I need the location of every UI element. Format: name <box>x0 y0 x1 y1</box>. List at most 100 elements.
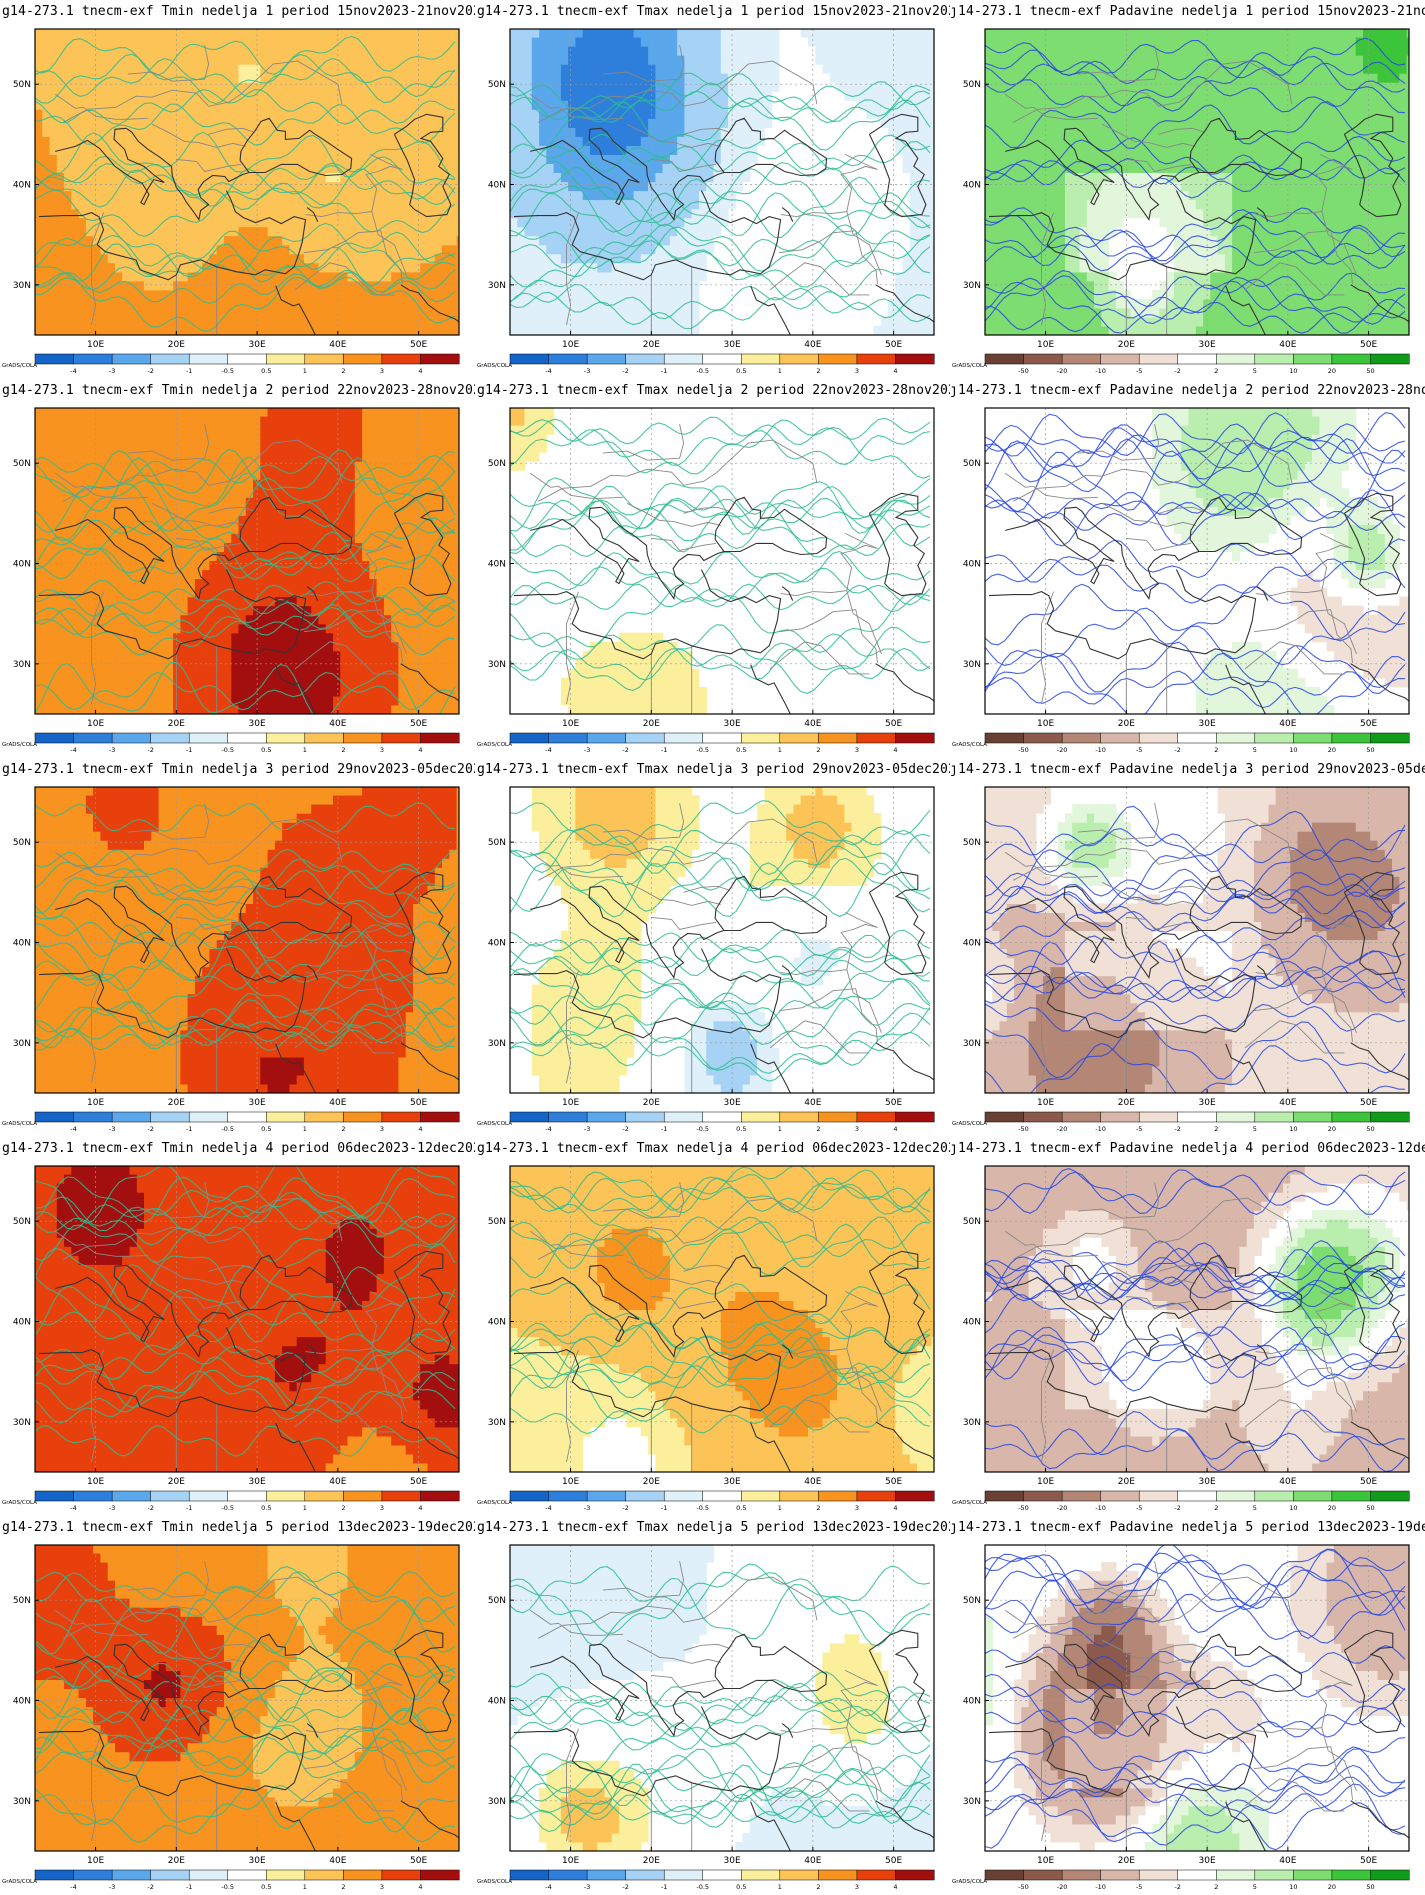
colorbar-swatch <box>111 732 152 744</box>
colorbar: -4 -3 -2 -1 -0.5 0.5 1 2 3 4 <box>34 732 460 754</box>
colorbar-swatch <box>625 1869 665 1881</box>
colorbar-label: -3 <box>109 746 115 754</box>
colorbar-swatch <box>381 1490 421 1502</box>
grads-credit: GrADS/COLA <box>2 742 37 748</box>
colorbar-label: -0.5 <box>221 1125 234 1133</box>
colorbar-label: 10 <box>1289 367 1297 375</box>
lon-tick-label: 50E <box>1360 1856 1377 1866</box>
lat-tick-label: 40N <box>488 560 506 570</box>
colorbar-swatch <box>702 732 742 744</box>
lon-tick-label: 50E <box>1360 340 1377 350</box>
colorbar-label: 2 <box>341 1883 345 1891</box>
colorbar-swatch <box>381 1111 421 1123</box>
lon-tick-label: 10E <box>1037 1098 1054 1108</box>
colorbar-swatch <box>663 353 704 365</box>
colorbar-swatch <box>586 353 627 365</box>
colorbar-swatch <box>343 1111 383 1123</box>
colorbar-swatch <box>343 1869 383 1881</box>
colorbar-label: -3 <box>584 1125 590 1133</box>
panel-title: g14-273.1 tnecm-exf Tmin nedelja 5 perio… <box>0 1520 475 1535</box>
map-canvas: 50N 40N 30N 10E 20E 30E 40E 50E -4 -3 -2 -1 -0.5 0.5 1… <box>2 407 460 754</box>
colorbar-swatch <box>856 1869 896 1881</box>
colorbar-swatch <box>818 353 858 365</box>
lon-tick-label: 10E <box>87 1098 104 1108</box>
colorbar-label: 50 <box>1366 746 1374 754</box>
panel-title: g14-273.1 tnecm-exf Tmax nedelja 4 perio… <box>475 1141 950 1156</box>
colorbar-swatch <box>1254 353 1294 365</box>
colorbar-label: 10 <box>1289 746 1297 754</box>
colorbar: -4 -3 -2 -1 -0.5 0.5 1 2 3 4 <box>509 353 935 375</box>
map-canvas: 50N 40N 30N 10E 20E 30E 40E 50E -4 -3 -2 -1 -0.5 0.5 1… <box>477 786 935 1133</box>
colorbar-swatch <box>856 732 896 744</box>
colorbar-swatch <box>1293 732 1333 744</box>
colorbar-swatch <box>304 1111 344 1123</box>
colorbar-swatch <box>586 1490 627 1502</box>
colorbar-swatch <box>1177 1490 1217 1502</box>
colorbar-label: -0.5 <box>696 1125 709 1133</box>
lon-tick-label: 10E <box>562 340 579 350</box>
colorbar-label: 1 <box>778 746 782 754</box>
lat-tick-label: 50N <box>488 459 506 469</box>
map-frame <box>509 407 935 715</box>
panel-title: ȷ14-273.1 tnecm-exf Padavine nedelja 1 p… <box>950 4 1425 19</box>
map-panel-tmin: g14-273.1 tnecm-exf Tmin nedelja 5 perio… <box>0 1516 475 1895</box>
colorbar-label: -4 <box>70 367 76 375</box>
colorbar-swatch <box>1370 732 1410 744</box>
colorbar-swatch <box>984 1490 1025 1502</box>
colorbar-swatch <box>702 353 742 365</box>
colorbar-swatch <box>266 1869 306 1881</box>
colorbar-label: -4 <box>545 1504 551 1512</box>
colorbar-swatch <box>227 732 267 744</box>
colorbar-swatch <box>34 1869 75 1881</box>
colorbar-swatch <box>818 732 858 744</box>
map-panel-tmax: g14-273.1 tnecm-exf Tmax nedelja 2 perio… <box>475 379 950 758</box>
colorbar-label: -0.5 <box>696 1883 709 1891</box>
map-panel-tmin: g14-273.1 tnecm-exf Tmin nedelja 3 perio… <box>0 758 475 1137</box>
colorbar-label: 4 <box>893 1504 897 1512</box>
colorbar-swatch <box>34 732 75 744</box>
colorbar-label: -0.5 <box>696 367 709 375</box>
map-panel-pad: ȷ14-273.1 tnecm-exf Padavine nedelja 5 p… <box>950 1516 1425 1895</box>
colorbar-label: 50 <box>1366 1125 1374 1133</box>
colorbar-swatch <box>1177 1869 1217 1881</box>
colorbar-swatch <box>1023 1869 1063 1881</box>
colorbar-label: 1 <box>778 1883 782 1891</box>
grads-credit: GrADS/COLA <box>952 363 987 369</box>
colorbar-label: -3 <box>584 1883 590 1891</box>
colorbar-label: 0.5 <box>736 1883 746 1891</box>
colorbar-label: 5 <box>1253 367 1257 375</box>
colorbar-swatch <box>1331 353 1371 365</box>
lon-tick-label: 50E <box>885 1098 902 1108</box>
lat-tick-label: 40N <box>13 1318 31 1328</box>
panel-title: g14-273.1 tnecm-exf Tmax nedelja 1 perio… <box>475 4 950 19</box>
map-frame <box>34 1165 460 1473</box>
colorbar-swatch <box>381 353 421 365</box>
lon-tick-label: 30E <box>249 1477 266 1487</box>
map-frame <box>509 1165 935 1473</box>
colorbar-label: -2 <box>622 1504 628 1512</box>
field-layer <box>510 29 934 335</box>
colorbar-swatch <box>227 1869 267 1881</box>
colorbar-swatch <box>818 1490 858 1502</box>
colorbar-swatch <box>1331 1111 1371 1123</box>
colorbar-swatch <box>111 1869 152 1881</box>
map-canvas: 50N 40N 30N 10E 20E 30E 40E 50E -4 -3 -2 -1 -0.5 0.5 1… <box>477 28 935 375</box>
colorbar-label: -2 <box>147 1125 153 1133</box>
lon-tick-label: 20E <box>1118 1856 1135 1866</box>
colorbar-label: 3 <box>380 746 384 754</box>
lat-tick-label: 40N <box>13 939 31 949</box>
map-frame <box>984 407 1410 715</box>
colorbar: -4 -3 -2 -1 -0.5 0.5 1 2 3 4 <box>34 1869 460 1891</box>
colorbar-swatch <box>150 353 190 365</box>
colorbar-label: 10 <box>1289 1504 1297 1512</box>
colorbar-swatch <box>625 1490 665 1502</box>
grads-credit: GrADS/COLA <box>477 1121 512 1127</box>
colorbar-swatch <box>741 353 781 365</box>
colorbar-swatch <box>227 1111 267 1123</box>
colorbar-swatch <box>1138 353 1179 365</box>
panel-title: ȷ14-273.1 tnecm-exf Padavine nedelja 4 p… <box>950 1141 1425 1156</box>
colorbar-swatch <box>509 1869 550 1881</box>
colorbar-swatch <box>1177 732 1217 744</box>
lat-tick-label: 40N <box>963 1318 981 1328</box>
lon-tick-label: 20E <box>168 1098 185 1108</box>
